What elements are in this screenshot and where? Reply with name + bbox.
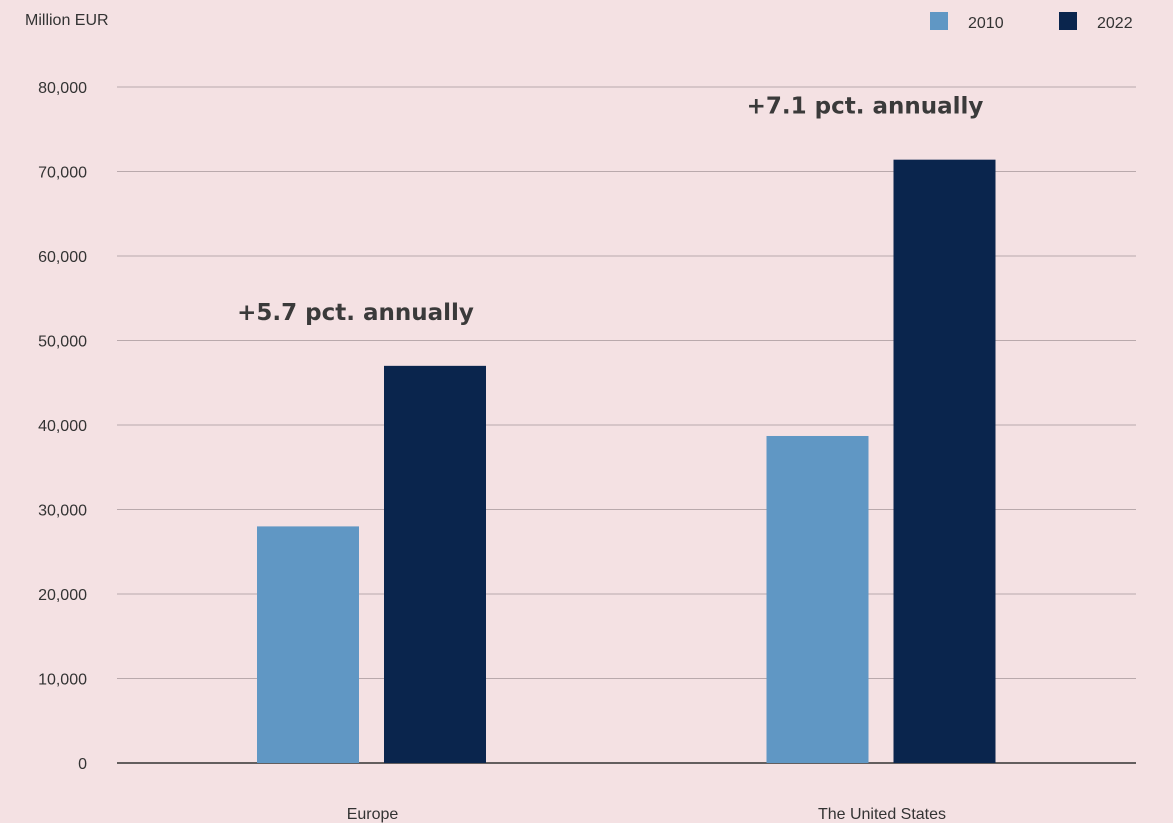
- bar-2022-0: [384, 365, 486, 763]
- category-label: The United States: [818, 806, 946, 823]
- y-tick-label: 10,000: [38, 672, 87, 689]
- y-tick-label: 0: [78, 756, 87, 773]
- y-axis-unit-label: Million EUR: [25, 12, 109, 29]
- y-tick-label: 40,000: [38, 418, 87, 435]
- y-tick-label: 70,000: [38, 165, 87, 182]
- bar-2010-1: [766, 435, 869, 763]
- y-tick-label: 80,000: [38, 80, 87, 97]
- bar-2010-0: [257, 526, 359, 763]
- category-label: Europe: [347, 806, 399, 823]
- legend: 2010 2022: [930, 12, 1133, 32]
- bars: [257, 159, 996, 764]
- bar-2022-1: [893, 159, 996, 764]
- legend-label: 2010: [968, 15, 1004, 32]
- x-axis-labels: Europe The United States: [347, 806, 946, 823]
- annotations: +5.7 pct. annually +7.1 pct. annually: [237, 94, 983, 326]
- y-axis-ticks: 0 10,000 20,000 30,000 40,000 50,000 60,000 70,…: [38, 80, 87, 773]
- y-tick-label: 60,000: [38, 249, 87, 266]
- legend-swatch: [930, 12, 948, 30]
- growth-annotation: +7.1 pct. annually: [747, 94, 984, 120]
- y-tick-label: 30,000: [38, 503, 87, 520]
- legend-swatch: [1059, 12, 1077, 30]
- growth-annotation: +5.7 pct. annually: [237, 300, 474, 326]
- y-tick-label: 50,000: [38, 334, 87, 351]
- y-tick-label: 20,000: [38, 587, 87, 604]
- legend-label: 2022: [1097, 15, 1133, 32]
